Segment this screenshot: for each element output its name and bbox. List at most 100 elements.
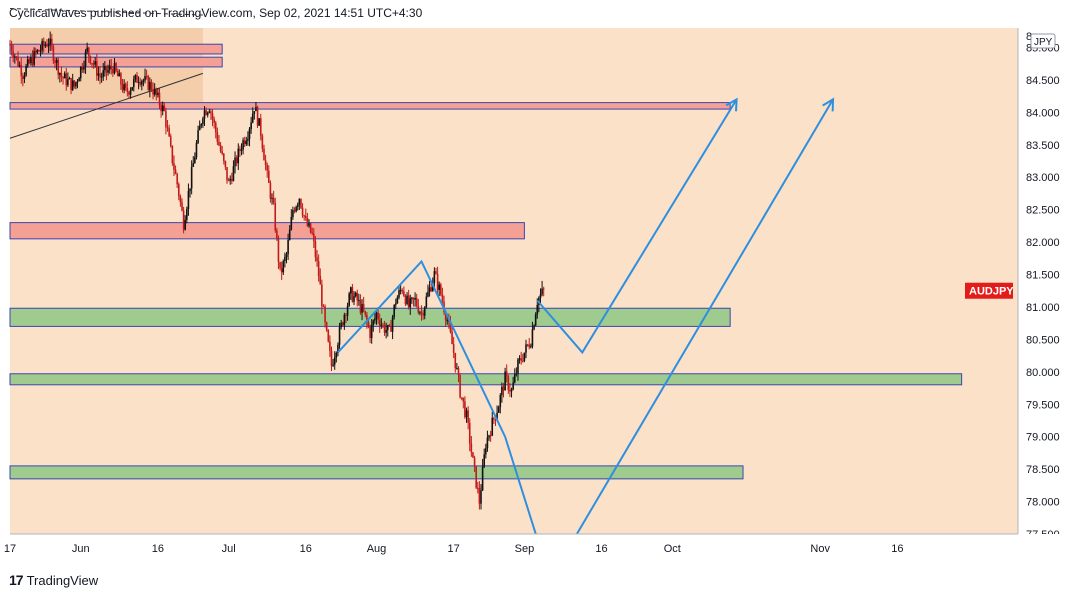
candle-body [382,324,384,326]
candle-body [476,487,479,489]
candle-body [20,65,23,77]
candle-body [505,371,508,377]
candle-body [266,164,268,171]
y-axis-tick-label: 83.000 [1026,172,1060,184]
candle-body [512,382,514,390]
candle-body [468,422,471,444]
x-axis-tick-label: 17 [448,543,460,555]
candle-body [251,113,254,123]
candle-body [340,322,342,328]
candle-body [276,230,278,238]
support-zone [9,465,744,480]
candle-body [46,44,48,47]
candle-body [372,320,375,326]
candle-body [195,142,198,158]
candle-body [349,287,352,294]
candle-body [36,50,39,53]
candle-body [104,66,106,71]
x-axis-tick-label: Aug [367,543,387,555]
candle-body [97,73,100,76]
candle-body [50,38,53,47]
candle-body [358,299,360,301]
candle-body [362,304,365,311]
candle-body [348,293,350,306]
candle-body [449,321,452,332]
candle-body [435,271,437,274]
candle-body [155,88,158,95]
candle-body [208,111,211,113]
candle-body [54,61,56,63]
candle-body [430,287,432,291]
candle-body [192,163,195,167]
candle-body [337,344,339,353]
candle-body [202,118,204,125]
x-axis-tick-label: Sep [515,543,535,555]
candle-body [224,160,227,168]
currency-label: JPY [1034,37,1053,48]
candle-body [28,59,31,64]
candle-body [304,215,307,218]
candle-body [444,312,447,321]
projection-arrowhead-alternate [725,97,738,112]
candle-body [197,130,199,143]
candle-body [332,364,334,366]
candle-body [216,132,219,142]
candle-body [497,407,500,413]
x-axis-panel [0,534,1079,565]
candle-body [515,373,518,375]
candle-body [470,443,473,453]
candle-body [419,312,421,314]
candle-body [296,204,299,207]
y-axis-tick-label: 79.000 [1026,432,1060,444]
candle-body [518,358,521,360]
candle-body [385,330,387,333]
candle-body [231,178,233,181]
candle-body [380,324,383,326]
candle-body [149,81,151,90]
chart-container[interactable]: 85.00084.50084.00083.50083.00082.50082.0… [0,0,1079,570]
candle-body [438,284,441,290]
candle-body [129,90,132,95]
candle-body [517,359,519,374]
plot-background [10,28,1018,534]
x-axis-tick-label: 16 [152,543,164,555]
candle-body [100,76,103,78]
candle-body [263,148,265,161]
candle-body [52,46,55,62]
candle-body [406,295,408,304]
candle-body [235,157,238,164]
candle-body [161,105,164,112]
tradingview-brand: TradingView [26,572,99,588]
candle-body [30,57,32,64]
candle-body [232,166,235,181]
candle-body [396,297,399,304]
candle-body [391,317,394,332]
candle-body [57,59,60,75]
candle-body [390,326,392,332]
candle-body [182,210,185,230]
x-axis-tick-label: 16 [891,543,903,555]
candle-body [169,136,172,146]
candle-body [261,135,264,149]
candle-body [83,66,85,70]
candle-body [137,81,140,83]
candle-body [423,307,426,316]
candle-body [139,81,142,85]
y-axis-tick-label: 84.500 [1026,75,1060,87]
candle-body [499,395,502,408]
candle-body [186,209,188,220]
candle-body [126,88,129,93]
candle-body [245,140,248,145]
candle-body [459,374,461,398]
candle-body [68,78,71,80]
x-axis-tick-label: Jun [72,543,90,555]
candle-body [280,268,283,273]
candle-body [110,65,113,69]
candle-body [285,254,288,258]
candle-body [187,190,190,210]
price-chart[interactable]: 85.00084.50084.00083.50083.00082.50082.0… [0,0,1079,565]
candle-body [87,47,90,56]
candle-body [533,325,535,330]
candle-body [240,149,243,151]
candle-body [330,350,333,366]
